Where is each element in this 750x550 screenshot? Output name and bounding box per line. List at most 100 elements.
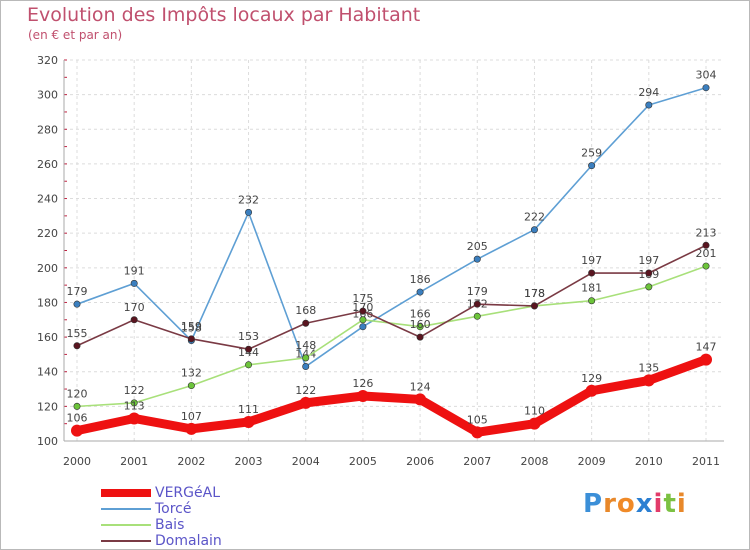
data-label: 122	[124, 384, 145, 397]
data-label: 111	[238, 403, 259, 416]
legend-swatch-vergeal	[101, 489, 151, 497]
data-label: 106	[67, 412, 88, 425]
y-tick-label: 220	[37, 227, 58, 240]
legend-swatch-domalain	[101, 540, 151, 542]
data-label: 197	[581, 254, 602, 267]
series-line	[76, 244, 707, 351]
y-tick-label: 280	[37, 123, 58, 136]
data-label: 166	[410, 308, 431, 321]
y-tick-label: 160	[37, 331, 58, 344]
x-tick-label: 2006	[406, 455, 434, 468]
data-point	[585, 384, 598, 397]
data-label: 259	[581, 147, 602, 160]
data-point	[359, 323, 367, 331]
data-label: 232	[238, 193, 259, 206]
x-tick-label: 2008	[520, 455, 548, 468]
data-point	[187, 335, 195, 343]
data-label: 170	[352, 301, 373, 314]
data-point	[130, 399, 138, 407]
data-point	[702, 241, 710, 249]
x-tick-label: 2007	[463, 455, 491, 468]
data-point	[416, 323, 424, 331]
legend-item-bais: Bais	[101, 517, 222, 533]
logo-letter: i	[676, 489, 687, 519]
data-point	[588, 297, 596, 305]
data-point	[245, 361, 253, 369]
data-point	[645, 101, 653, 109]
data-label: 148	[295, 339, 316, 352]
data-point	[645, 283, 653, 291]
data-point	[73, 342, 81, 350]
data-label: 155	[67, 327, 88, 340]
data-point	[245, 345, 253, 353]
data-point	[471, 426, 484, 439]
data-label: 129	[581, 372, 602, 385]
x-tick-label: 2003	[235, 455, 263, 468]
data-point	[702, 262, 710, 270]
data-label: 294	[638, 86, 659, 99]
data-label: 304	[696, 69, 717, 82]
y-tick-label: 140	[37, 366, 58, 379]
data-point	[530, 226, 538, 234]
data-label: 170	[124, 301, 145, 314]
data-label: 120	[67, 387, 88, 400]
data-point	[128, 412, 141, 425]
data-point	[359, 316, 367, 324]
data-label: 197	[638, 254, 659, 267]
data-point	[702, 84, 710, 92]
logo-letter: t	[663, 489, 677, 519]
chart-title: Evolution des Impôts locaux par Habitant	[27, 4, 421, 26]
data-label: 213	[696, 226, 717, 239]
data-label: 178	[524, 287, 545, 300]
data-point	[130, 279, 138, 287]
data-label: 147	[696, 341, 717, 354]
data-label: 135	[638, 361, 659, 374]
legend-label-bais: Bais	[155, 517, 185, 533]
legend-swatch-torce	[101, 508, 151, 510]
data-point	[73, 300, 81, 308]
y-tick-label: 240	[37, 193, 58, 206]
data-point	[473, 255, 481, 263]
data-label: 160	[410, 318, 431, 331]
x-tick-label: 2009	[578, 455, 606, 468]
data-point	[185, 422, 198, 435]
data-point	[245, 208, 253, 216]
data-label: 126	[352, 377, 373, 390]
data-label: 144	[295, 348, 316, 361]
data-point	[416, 288, 424, 296]
data-label: 191	[124, 264, 145, 277]
y-tick-label: 120	[37, 400, 58, 413]
data-label: 153	[238, 330, 259, 343]
data-point	[73, 402, 81, 410]
data-label: 168	[295, 304, 316, 317]
data-label: 159	[181, 320, 202, 333]
data-point	[302, 319, 310, 327]
data-label: 179	[467, 285, 488, 298]
data-point	[642, 374, 655, 387]
data-label: 105	[467, 413, 488, 426]
data-label: 179	[67, 285, 88, 298]
data-label: 110	[524, 405, 545, 418]
data-label: 175	[352, 292, 373, 305]
series-line	[76, 86, 707, 368]
x-tick-label: 2004	[292, 455, 320, 468]
data-label: 178	[524, 287, 545, 300]
data-point	[530, 302, 538, 310]
data-label: 205	[467, 240, 488, 253]
logo-letter: P	[583, 489, 604, 519]
data-point	[299, 396, 312, 409]
data-label: 186	[410, 273, 431, 286]
chart-subtitle: (en € et par an)	[28, 28, 123, 42]
x-tick-label: 2010	[635, 455, 663, 468]
x-tick-label: 2000	[63, 455, 91, 468]
x-tick-label: 2011	[692, 455, 720, 468]
series-line	[72, 355, 711, 437]
logo-letter: x	[635, 489, 654, 519]
data-point	[645, 269, 653, 277]
legend-label-vergeal: VERGéAL	[155, 485, 220, 501]
y-tick-label: 180	[37, 296, 58, 309]
y-tick-label: 260	[37, 158, 58, 171]
legend-label-torce: Torcé	[155, 501, 192, 517]
